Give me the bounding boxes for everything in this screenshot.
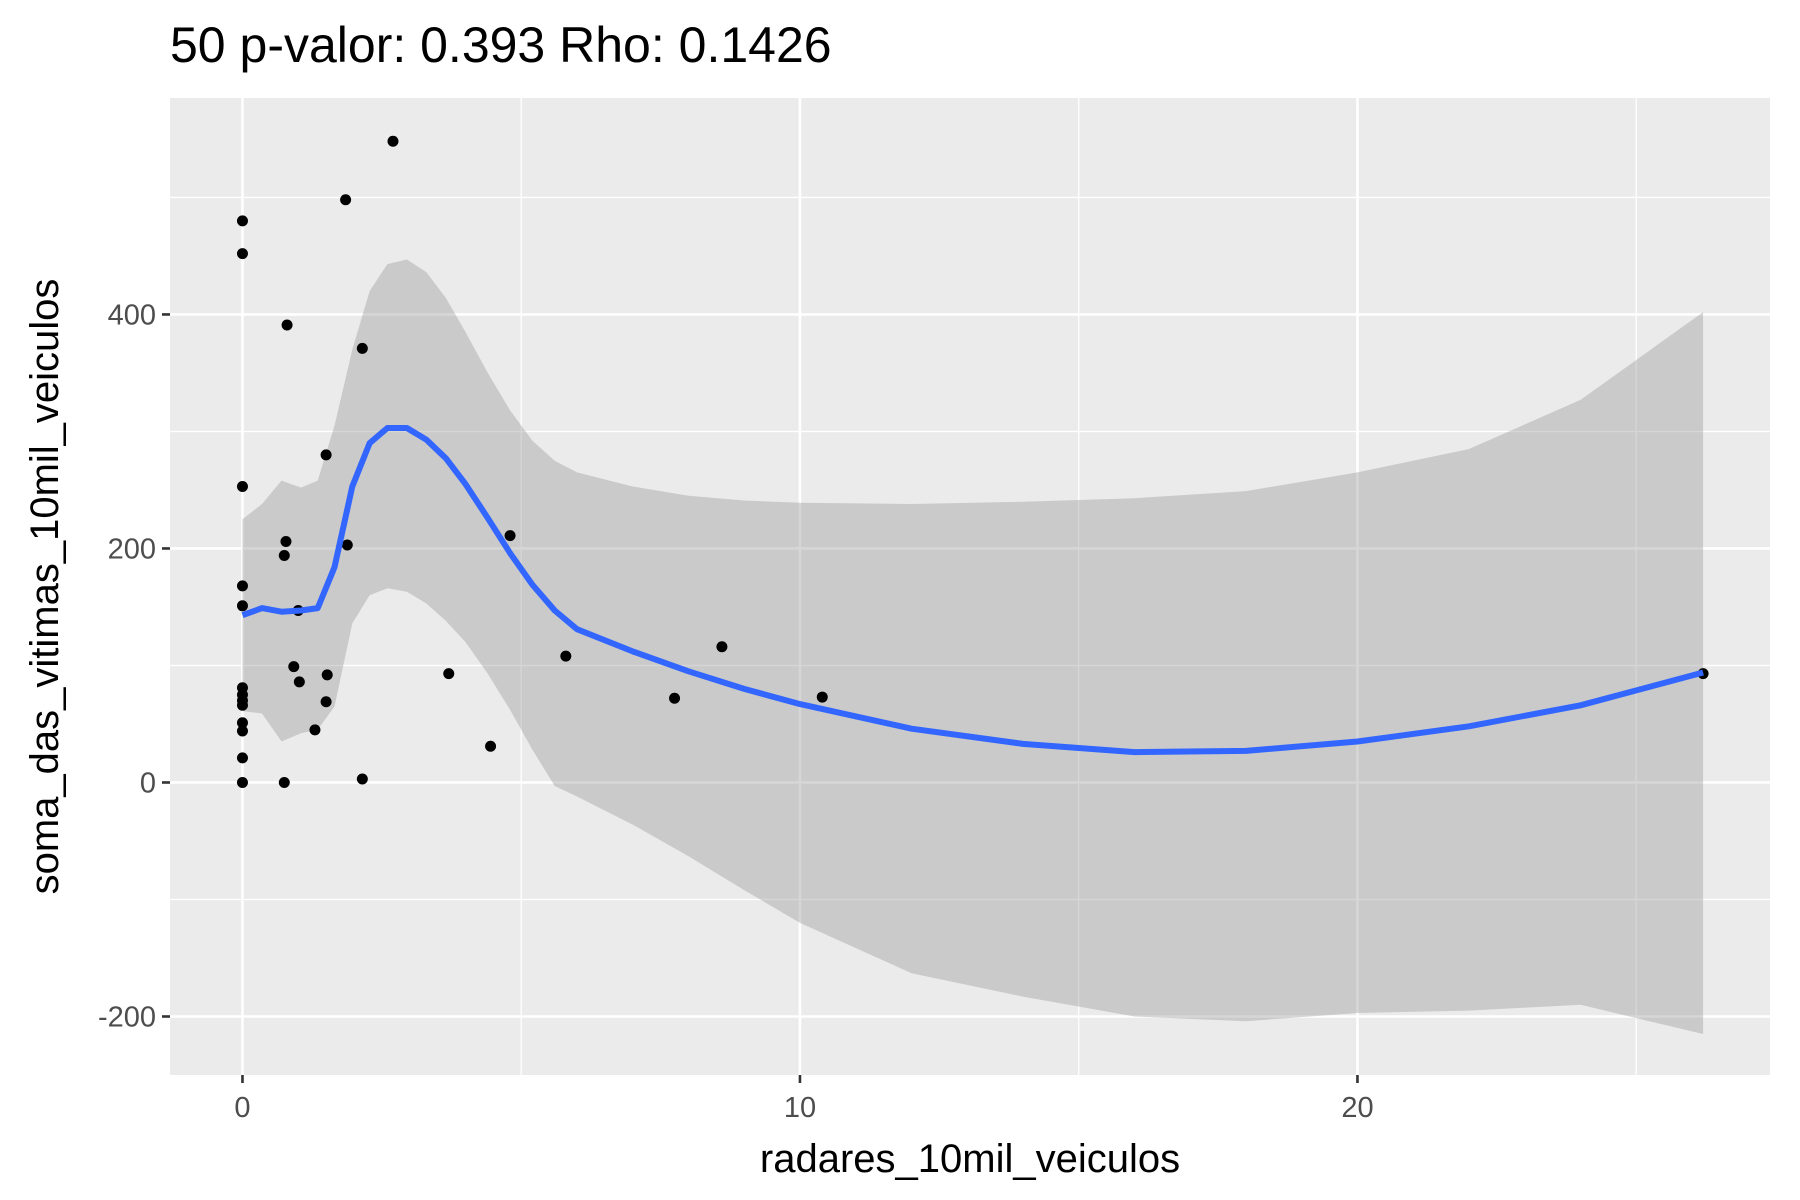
data-point bbox=[236, 480, 248, 492]
data-point bbox=[321, 669, 333, 681]
data-point bbox=[341, 539, 353, 551]
major-gridlines bbox=[170, 98, 1770, 1075]
x-tick-label: 10 bbox=[784, 1092, 816, 1124]
data-point bbox=[236, 600, 248, 612]
data-point bbox=[356, 773, 368, 785]
x-tick-label: 20 bbox=[1341, 1092, 1373, 1124]
data-point bbox=[443, 668, 455, 680]
y-tick-label: -200 bbox=[98, 1001, 156, 1033]
data-point bbox=[320, 696, 332, 708]
data-point bbox=[236, 699, 248, 711]
data-point bbox=[236, 725, 248, 737]
y-tick-label: 200 bbox=[108, 533, 156, 565]
plot-panel bbox=[170, 98, 1770, 1075]
data-point bbox=[278, 776, 290, 788]
data-point bbox=[236, 215, 248, 227]
data-point bbox=[320, 449, 332, 461]
data-point bbox=[504, 530, 516, 542]
data-point bbox=[278, 549, 290, 561]
minor-gridlines bbox=[170, 98, 1770, 1075]
data-point bbox=[236, 776, 248, 788]
data-point bbox=[356, 342, 368, 354]
data-point bbox=[293, 676, 305, 688]
data-point bbox=[309, 724, 321, 736]
data-point bbox=[281, 319, 293, 331]
confidence-band bbox=[242, 259, 1704, 1034]
chart-title: 50 p-valor: 0.393 Rho: 0.1426 bbox=[170, 17, 832, 73]
y-axis-title: soma_das_vitimas_10mil_veiculos bbox=[23, 279, 67, 895]
x-axis: 0 10 20 bbox=[234, 1075, 1374, 1124]
data-point bbox=[816, 691, 828, 703]
data-point bbox=[387, 135, 399, 147]
y-axis: -200 0 200 400 bbox=[98, 299, 170, 1033]
x-axis-title: radares_10mil_veiculos bbox=[760, 1137, 1180, 1181]
data-point bbox=[280, 535, 292, 547]
smooth-line bbox=[241, 425, 1704, 756]
data-point bbox=[236, 752, 248, 764]
y-tick-label: 400 bbox=[108, 299, 156, 331]
data-point bbox=[236, 580, 248, 592]
data-points bbox=[236, 135, 1709, 788]
y-tick-label: 0 bbox=[140, 767, 156, 799]
data-point bbox=[288, 661, 300, 673]
data-point bbox=[560, 650, 572, 662]
data-point bbox=[340, 194, 352, 206]
data-point bbox=[236, 248, 248, 260]
x-tick-label: 0 bbox=[234, 1092, 250, 1124]
data-point bbox=[485, 740, 497, 752]
data-point bbox=[716, 641, 728, 653]
data-point bbox=[236, 717, 248, 729]
data-point bbox=[669, 692, 681, 704]
